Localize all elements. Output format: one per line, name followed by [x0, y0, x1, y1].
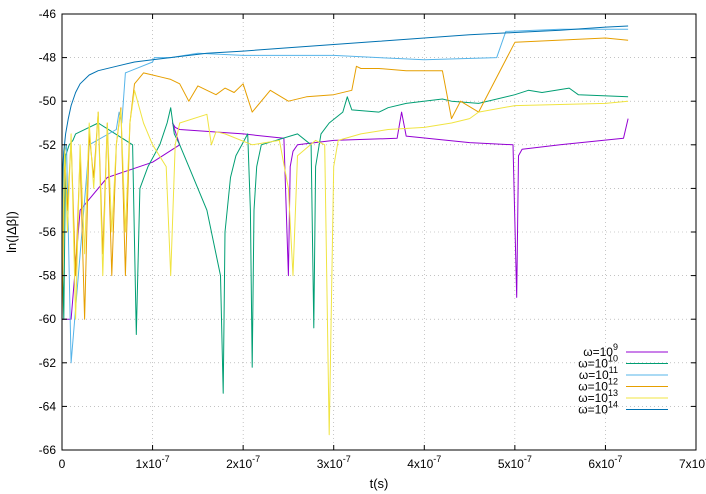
axis-ticks: 0 1x10-7 2x10-7 3x10-7 4x10-7 5x10-7 6x10-7 7x1… — [39, 7, 706, 471]
y-axis-label: ln(|Δβ|) — [4, 211, 19, 253]
x-axis-label: t(s) — [370, 476, 389, 491]
y-tick-label: -62 — [39, 356, 57, 370]
y-tick-label: -50 — [39, 94, 57, 108]
plot-area — [62, 25, 629, 436]
series-line-omega-1e13 — [62, 89, 629, 436]
x-tick-label: 4x10-7 — [407, 454, 441, 471]
x-tick-label: 3x10-7 — [317, 454, 351, 471]
x-tick-label: 7x10-7 — [679, 454, 706, 471]
series-line-omega-1e9 — [62, 111, 629, 320]
y-tick-label: -66 — [39, 443, 57, 457]
y-tick-label: -52 — [39, 138, 57, 152]
legend-label: ω=109 — [583, 342, 618, 359]
series-line-omega-1e14 — [62, 25, 629, 211]
y-tick-label: -60 — [39, 312, 57, 326]
y-tick-label: -54 — [39, 181, 57, 195]
x-tick-label: 2x10-7 — [226, 454, 260, 471]
y-tick-label: -48 — [39, 51, 57, 65]
x-tick-label: 0 — [59, 457, 66, 471]
y-tick-label: -58 — [39, 269, 57, 283]
y-tick-label: -56 — [39, 225, 57, 239]
x-tick-label: 6x10-7 — [588, 454, 622, 471]
x-tick-label: 1x10-7 — [136, 454, 170, 471]
y-tick-label: -64 — [39, 399, 57, 413]
legend-label: ω=1011 — [579, 365, 618, 382]
series-line-omega-1e10 — [62, 87, 629, 394]
y-tick-label: -46 — [39, 7, 57, 21]
x-tick-label: 5x10-7 — [498, 454, 532, 471]
series-line-omega-1e11 — [62, 28, 629, 364]
